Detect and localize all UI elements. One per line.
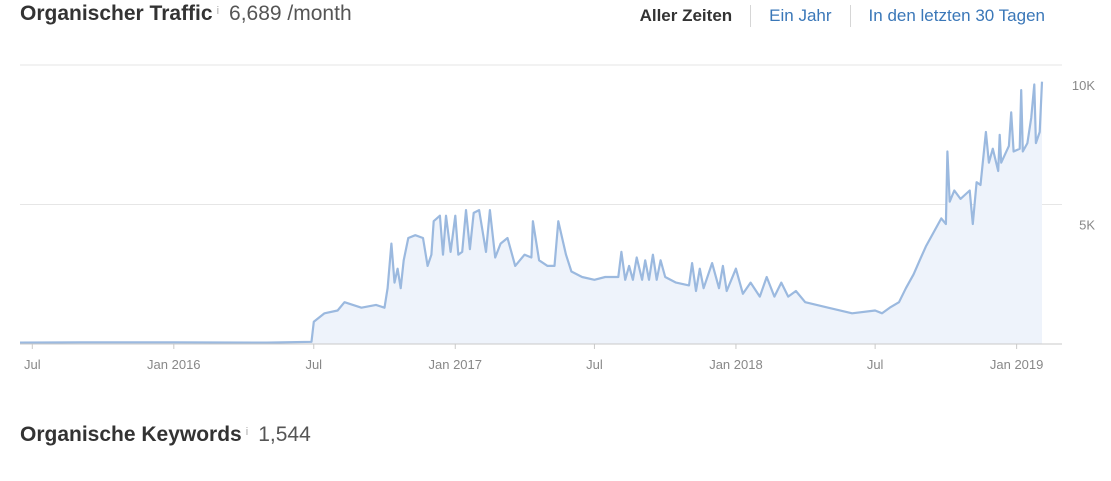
info-icon[interactable]: i xyxy=(216,5,220,17)
x-axis: Jul Jan 2016 Jul Jan 2017 Jul Jan 2018 Jul Jan … xyxy=(20,343,1062,372)
traffic-area xyxy=(20,81,1042,344)
organic-keywords-title: Organische Keywords xyxy=(20,423,242,446)
organic-traffic-value: 6,689 /month xyxy=(229,2,352,25)
tab-one-year[interactable]: Ein Jahr xyxy=(769,6,832,25)
time-range-tabs: Aller Zeiten Ein Jahr In den letzten 30 … xyxy=(622,5,1063,27)
x-tick-label: Jul xyxy=(305,357,322,372)
organic-keywords-value: 1,544 xyxy=(258,423,311,446)
organic-traffic-chart: Jul Jan 2016 Jul Jan 2017 Jul Jan 2018 Jul Jan … xyxy=(19,64,1095,372)
organic-keywords-header: Organische Keywords i 1,544 xyxy=(20,423,311,447)
info-icon[interactable]: i xyxy=(245,426,249,438)
tab-divider xyxy=(849,5,851,27)
organic-traffic-header: Organischer Traffic i 6,689 /month xyxy=(20,2,352,26)
x-tick-label: Jan 2017 xyxy=(429,357,483,372)
x-tick-label: Jan 2019 xyxy=(990,357,1044,372)
traffic-line xyxy=(19,81,1044,344)
grid-lines xyxy=(20,64,1062,205)
x-tick-label: Jul xyxy=(586,357,603,372)
y-tick-label: 10K xyxy=(1072,78,1095,93)
organic-traffic-title: Organischer Traffic xyxy=(20,2,213,25)
x-tick-label: Jan 2016 xyxy=(147,357,201,372)
y-axis: 5K 10K xyxy=(1072,78,1095,233)
tab-all-time[interactable]: Aller Zeiten xyxy=(639,6,733,25)
x-tick-label: Jul xyxy=(24,357,41,372)
x-tick-label: Jul xyxy=(867,357,884,372)
y-tick-label: 5K xyxy=(1079,218,1095,233)
tab-divider xyxy=(750,5,752,27)
x-tick-label: Jan 2018 xyxy=(709,357,763,372)
tab-last-30-days[interactable]: In den letzten 30 Tagen xyxy=(868,6,1045,25)
